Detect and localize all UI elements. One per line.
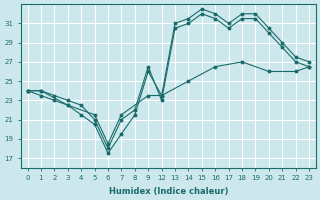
X-axis label: Humidex (Indice chaleur): Humidex (Indice chaleur) [108, 187, 228, 196]
